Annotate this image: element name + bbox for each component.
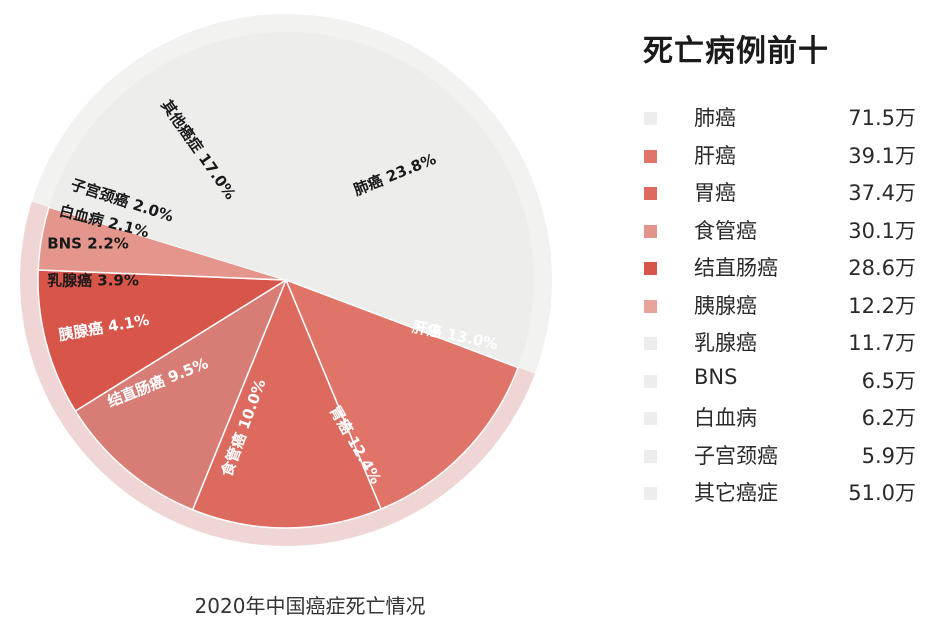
legend-item: 食管癌 30.1万 [640,211,920,249]
legend-value: 39.1万 [848,143,916,168]
legend-swatch [644,449,657,463]
pie-slice [48,151,286,280]
legend-value: 30.1万 [848,218,916,243]
legend-swatch [644,412,657,425]
legend-item: 结直肠癌 28.6万 [640,248,920,286]
legend-label: 胰腺癌 [694,293,757,318]
pie-slice [37,206,287,281]
legend-label: BNS [694,364,738,389]
pie-chart: 肺癌 23.8%肝癌 13.0%胃癌 12.4%食管癌 10.0%结直肠癌 9.… [20,14,552,546]
legend-item: 乳腺癌 11.7万 [640,323,920,361]
legend-value: 11.7万 [848,331,916,355]
legend-item: 胃癌 37.4万 [640,173,920,211]
legend-item: 白血病 6.2万 [640,398,920,436]
pie-slice [286,55,534,368]
pie-slice [284,278,519,511]
chart-caption: 2020年中国癌症死亡情况 [194,594,426,618]
legend-swatch [644,187,657,200]
legend-swatch [644,224,657,238]
legend-value: 51.0万 [848,481,916,505]
legend-label: 肝癌 [694,143,736,168]
legend-item: 子宫颈癌 5.9万 [640,436,920,474]
pie-slice [139,32,391,281]
pie-slice [74,278,288,511]
legend-value: 12.2万 [848,293,916,318]
legend-swatch [644,337,657,350]
legend-swatch [644,299,657,313]
legend-value: 71.5万 [848,106,916,130]
legend-label: 子宫颈癌 [694,443,778,468]
legend-value: 37.4万 [848,181,916,205]
legend-title: 死亡病例前十 [643,34,829,69]
legend-item: 肝癌 39.1万 [640,136,920,174]
pie-slice [37,269,289,413]
legend-label: 乳腺癌 [694,331,757,355]
pie-slice [115,79,286,280]
pie-slice [93,99,287,280]
legend-swatch [644,149,657,163]
legend-value: 5.9万 [861,443,916,468]
legend-label: 食管癌 [694,218,757,243]
legend-swatch [644,374,657,388]
legend-swatch [644,487,657,500]
legend-value: 28.6万 [848,256,916,280]
legend-item: 肺癌 71.5万 [640,98,920,136]
pie-slices [37,32,534,529]
legend-label: 白血病 [694,406,757,430]
pie-slice [73,123,286,280]
legend-value: 6.5万 [861,368,916,393]
legend-value: 6.2万 [861,406,916,430]
slice-label: BNS 2.2% [47,235,129,253]
legend-label: 结直肠癌 [694,256,778,280]
pie-slice [191,278,382,529]
slice-label: 乳腺癌 3.9% [47,272,139,290]
legend-swatch [644,112,657,125]
legend-label: 其它癌症 [694,481,778,505]
legend-item: 其它癌症 51.0万 [640,473,920,511]
legend-item: 胰腺癌 12.2万 [640,286,920,324]
legend-label: 肺癌 [694,106,736,130]
legend-item: BNS 6.5万 [640,361,920,399]
legend: 肺癌 71.5万肝癌 39.1万胃癌 37.4万食管癌 30.1万结直肠癌 28.6万胰腺… [640,98,920,511]
legend-label: 胃癌 [694,181,736,205]
legend-swatch [644,262,657,275]
